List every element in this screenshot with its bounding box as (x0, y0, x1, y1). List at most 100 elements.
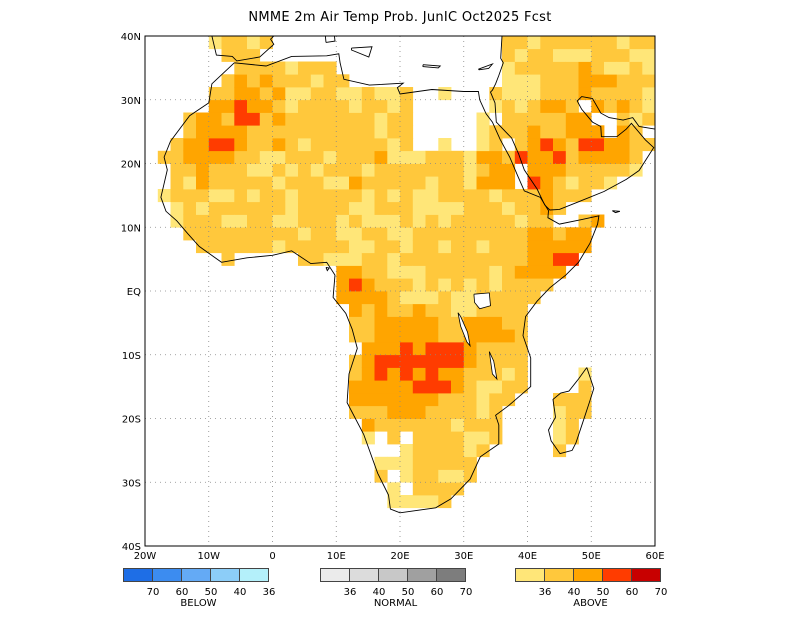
probability-cell (451, 227, 465, 241)
probability-cell (208, 176, 222, 190)
probability-cell (374, 316, 388, 330)
probability-cell (463, 227, 477, 241)
probability-cell (489, 125, 503, 139)
probability-cell (514, 303, 528, 317)
probability-cell (221, 87, 235, 101)
probability-cell (323, 214, 337, 228)
probability-cell (527, 112, 541, 126)
probability-cell (463, 303, 477, 317)
probability-cell (272, 138, 286, 152)
probability-cell (412, 214, 426, 228)
probability-cell (374, 138, 388, 152)
probability-cell (361, 125, 375, 139)
probability-cell (489, 163, 503, 177)
probability-cell (438, 431, 452, 445)
probability-cell (502, 36, 516, 50)
probability-cell (553, 74, 567, 88)
probability-cell (336, 265, 350, 279)
latitude-label: 30N (121, 96, 141, 107)
above-value-label: 60 (625, 587, 639, 598)
probability-cell (489, 329, 503, 343)
probability-cell (234, 112, 248, 126)
probability-cell (298, 189, 312, 203)
probability-cell (387, 482, 401, 496)
probability-cell (489, 265, 503, 279)
probability-cell (553, 87, 567, 101)
probability-cell (514, 138, 528, 152)
below-swatch (123, 568, 153, 582)
probability-cell (412, 342, 426, 356)
probability-cell (591, 176, 605, 190)
probability-cell (349, 201, 363, 215)
probability-cell (540, 176, 554, 190)
above-caption: ABOVE (573, 598, 608, 609)
probability-cell (476, 380, 490, 394)
probability-cell (349, 316, 363, 330)
probability-cell (272, 240, 286, 254)
probability-cell (438, 354, 452, 368)
probability-cell (463, 201, 477, 215)
plot-frame (144, 35, 656, 547)
normal-swatch (407, 568, 437, 582)
probability-cell (361, 150, 375, 164)
probability-cell (412, 201, 426, 215)
probability-cell (463, 393, 477, 407)
probability-cell (400, 469, 414, 483)
longitude-label: 20E (390, 551, 409, 562)
probability-cell (629, 163, 643, 177)
probability-cell (553, 240, 567, 254)
probability-cell (259, 201, 273, 215)
longitude-label: 50E (582, 551, 601, 562)
probability-cell (196, 201, 210, 215)
probability-cell (336, 87, 350, 101)
probability-cell (553, 393, 567, 407)
probability-cell (285, 189, 299, 203)
probability-cell (438, 227, 452, 241)
probability-cell (170, 201, 184, 215)
probability-cell (642, 87, 655, 101)
probability-cell (400, 163, 414, 177)
probability-cell (285, 99, 299, 113)
probability-cell (616, 48, 630, 62)
probability-cell (323, 201, 337, 215)
probability-cell (336, 150, 350, 164)
probability-cell (438, 393, 452, 407)
probability-cell (336, 176, 350, 190)
probability-cell (196, 125, 210, 139)
probability-cell (553, 227, 567, 241)
probability-cell (540, 112, 554, 126)
probability-cell (272, 163, 286, 177)
latitude-label: 10S (122, 351, 141, 362)
probability-cell (438, 87, 452, 101)
probability-cell (170, 176, 184, 190)
probability-cell (463, 189, 477, 203)
normal-swatch (320, 568, 350, 582)
probability-cell (349, 99, 363, 113)
probability-cell (553, 405, 567, 419)
probability-cell (476, 252, 490, 266)
probability-cell (425, 303, 439, 317)
arabia-outline (489, 36, 655, 211)
probability-cell (565, 112, 579, 126)
probability-cell (298, 240, 312, 254)
probability-cell (476, 150, 490, 164)
longitude-label: 10W (197, 551, 220, 562)
probability-cell (476, 278, 490, 292)
above-swatch (515, 568, 545, 582)
latitude-label: 20N (121, 160, 141, 171)
probability-cell (285, 227, 299, 241)
probability-cell (310, 125, 324, 139)
probability-cell (591, 99, 605, 113)
probability-cell (604, 150, 618, 164)
probability-cell (591, 74, 605, 88)
probability-cell (400, 87, 414, 101)
probability-cell (476, 444, 490, 458)
probability-cell (361, 227, 375, 241)
normal-value-label: 36 (343, 587, 357, 598)
above-value-label: 36 (538, 587, 552, 598)
probability-cell (336, 112, 350, 126)
probability-cell (514, 291, 528, 305)
probability-cell (502, 150, 516, 164)
probability-cell (374, 405, 388, 419)
sicily-outline (351, 46, 373, 58)
